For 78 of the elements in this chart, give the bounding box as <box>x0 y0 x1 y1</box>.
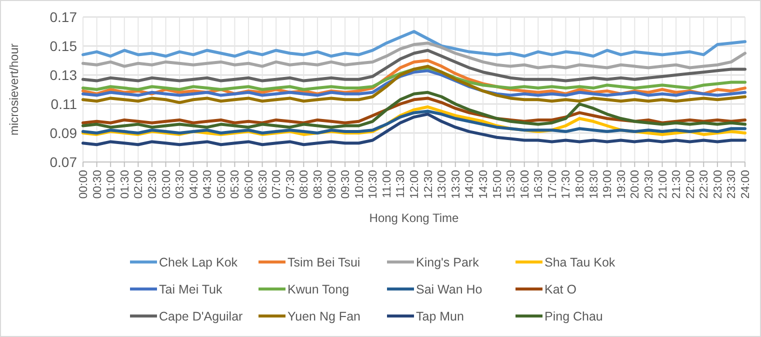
line-series <box>82 66 746 91</box>
x-tick-label: 02:00 <box>133 170 146 199</box>
legend-label: Yuen Ng Fan <box>288 309 361 324</box>
legend-label: Tsim Bei Tsui <box>288 255 360 270</box>
x-tick-label: 18:00 <box>574 170 586 199</box>
y-tick-label: 0.07 <box>50 154 78 170</box>
x-tick-label: 09:30 <box>340 170 352 199</box>
x-tick-label: 17:30 <box>560 170 573 199</box>
x-tick-label: 03:30 <box>174 170 187 199</box>
line-series <box>82 90 746 129</box>
line-series <box>82 30 746 58</box>
x-tick-label: 19:00 <box>602 170 614 199</box>
x-axis-title: Hong Kong Time <box>369 211 460 225</box>
legend-label: Kat O <box>544 282 577 296</box>
legend-label: Cape D'Aguilar <box>159 309 243 324</box>
y-tick-label: 0.13 <box>50 66 78 83</box>
x-tick-label: 09:00 <box>326 170 338 199</box>
x-tick-label: 11:30 <box>395 170 408 198</box>
x-tick-label: 15:00 <box>492 170 504 199</box>
x-tick-label: 13:00 <box>436 170 449 199</box>
legend-label: Sai Wan Ho <box>416 282 482 296</box>
x-tick-label: 20:30 <box>643 170 656 199</box>
x-tick-label: 23:00 <box>712 170 724 199</box>
legend-label: King's Park <box>416 255 480 270</box>
x-tick-label: 23:30 <box>726 170 738 199</box>
x-tick-label: 22:30 <box>698 170 711 199</box>
x-tick-label: 06:00 <box>244 170 256 199</box>
x-tick-label: 17:00 <box>546 170 559 199</box>
x-tick-label: 21:00 <box>657 170 670 199</box>
x-tick-label: 08:00 <box>298 170 311 199</box>
x-tick-label: 22:00 <box>684 170 697 199</box>
x-tick-label: 16:30 <box>533 170 546 199</box>
x-tick-label: 20:00 <box>630 170 642 199</box>
legend-label: Ping Chau <box>544 309 603 324</box>
x-tick-label: 00:00 <box>78 170 90 199</box>
x-tick-label: 21:30 <box>671 170 684 199</box>
line-series <box>82 48 746 82</box>
legend-label: Kwun Tong <box>288 282 350 296</box>
x-tick-label: 12:30 <box>422 170 435 199</box>
line-series <box>82 42 746 70</box>
x-tick-label: 04:00 <box>188 170 200 199</box>
x-tick-label: 13:30 <box>450 170 462 199</box>
x-tick-label: 05:00 <box>216 170 228 199</box>
x-tick-label: 14:00 <box>464 170 476 199</box>
legend-label: Tai Mei Tuk <box>159 282 223 296</box>
x-tick-label: 00:30 <box>92 170 104 199</box>
x-tick-label: 05:30 <box>230 170 242 199</box>
x-tick-label: 15:30 <box>506 170 518 199</box>
x-tick-label: 04:30 <box>202 170 214 199</box>
x-tick-label: 07:00 <box>271 170 284 199</box>
y-tick-label: 0.09 <box>50 124 78 141</box>
x-tick-label: 02:30 <box>146 170 159 199</box>
x-tick-label: 19:30 <box>616 170 628 199</box>
x-tick-label: 10:30 <box>368 170 380 199</box>
x-tick-label: 16:00 <box>519 170 532 199</box>
legend-label: Chek Lap Kok <box>159 255 238 270</box>
y-axis-title: microsievert/hour <box>7 43 21 136</box>
y-tick-label: 0.15 <box>50 38 78 54</box>
line-series <box>82 112 746 146</box>
x-tick-label: 10:00 <box>354 170 366 199</box>
line-series <box>82 69 746 97</box>
line-series <box>82 64 746 104</box>
y-tick-label: 0.11 <box>50 96 78 112</box>
legend-label: Tap Mun <box>416 309 464 324</box>
line-series <box>82 110 746 134</box>
x-tick-label: 03:00 <box>160 170 173 199</box>
x-tick-label: 12:00 <box>409 170 421 199</box>
x-tick-label: 06:30 <box>257 170 270 199</box>
x-tick-label: 01:00 <box>106 170 118 199</box>
x-tick-label: 11:00 <box>381 170 394 198</box>
x-tick-label: 08:30 <box>312 170 324 199</box>
x-tick-label: 24:00 <box>740 170 752 199</box>
legend-label: Sha Tau Kok <box>544 255 616 270</box>
x-tick-label: 18:30 <box>588 170 600 199</box>
y-tick-label: 0.17 <box>50 8 78 25</box>
x-tick-label: 07:30 <box>284 170 297 199</box>
x-tick-label: 01:30 <box>119 170 132 199</box>
x-tick-label: 14:30 <box>478 170 490 199</box>
